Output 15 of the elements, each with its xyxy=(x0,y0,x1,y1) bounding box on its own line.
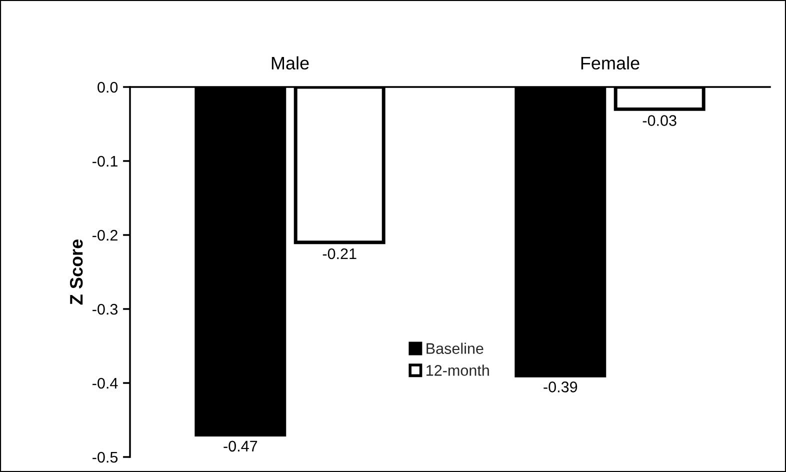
y-tick-label: -0.2 xyxy=(92,230,118,241)
y-tick-label: -0.3 xyxy=(92,304,118,315)
x-tick-label: Male xyxy=(272,56,309,70)
data-label: -0.21 xyxy=(322,248,356,260)
y-tick-label: -0.1 xyxy=(92,156,118,167)
x-tick-label: Female xyxy=(581,56,640,70)
y-axis-title: Z Score xyxy=(70,240,83,305)
data-label: -0.47 xyxy=(224,440,258,452)
y-tick-label: 0.0 xyxy=(98,82,118,93)
legend-label: Baseline xyxy=(426,342,484,354)
legend-label: 12-month xyxy=(426,364,489,376)
data-label: -0.39 xyxy=(544,382,578,392)
y-tick-label: -0.4 xyxy=(92,378,118,389)
data-label: -0.03 xyxy=(642,115,676,126)
y-tick-label: -0.5 xyxy=(92,452,118,463)
